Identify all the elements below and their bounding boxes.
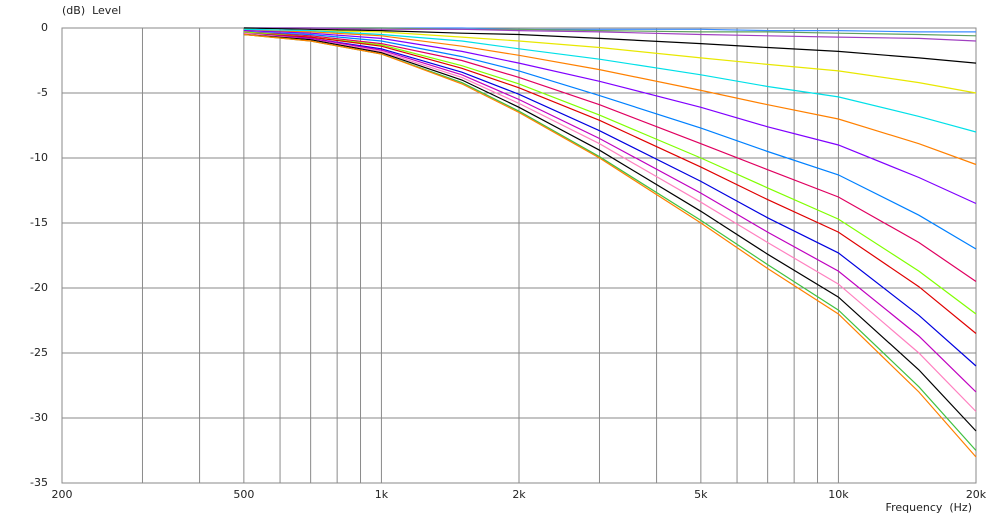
curve <box>243 28 977 94</box>
x-tick-label: 20k <box>966 488 987 501</box>
curve <box>243 31 977 282</box>
curve <box>243 33 977 458</box>
y-tick-label: -20 <box>30 281 48 294</box>
y-axis-title: (dB) Level <box>62 4 121 17</box>
curve <box>243 30 977 166</box>
y-tick-label: -15 <box>30 216 48 229</box>
curve <box>243 32 977 412</box>
curve <box>243 30 977 205</box>
y-tick-label: -35 <box>30 476 48 489</box>
x-tick-label: 5k <box>694 488 708 501</box>
curve <box>243 31 977 315</box>
curve <box>243 27 977 64</box>
curve <box>243 31 977 250</box>
y-tick-label: -25 <box>30 346 48 359</box>
x-tick-label: 2k <box>512 488 526 501</box>
x-axis-title: Frequency (Hz) <box>886 501 972 514</box>
y-tick-label: 0 <box>41 21 48 34</box>
x-tick-label: 500 <box>233 488 254 501</box>
y-tick-label: -5 <box>37 86 48 99</box>
curve <box>243 32 977 367</box>
y-tick-label: -30 <box>30 411 48 424</box>
curve <box>243 27 977 37</box>
curve <box>243 27 977 42</box>
curve <box>243 28 977 133</box>
y-tick-label: -10 <box>30 151 48 164</box>
x-tick-label: 1k <box>375 488 389 501</box>
curve <box>243 32 977 334</box>
x-tick-label: 200 <box>52 488 73 501</box>
curve <box>243 32 977 393</box>
curve <box>243 33 977 432</box>
x-tick-label: 10k <box>828 488 849 501</box>
